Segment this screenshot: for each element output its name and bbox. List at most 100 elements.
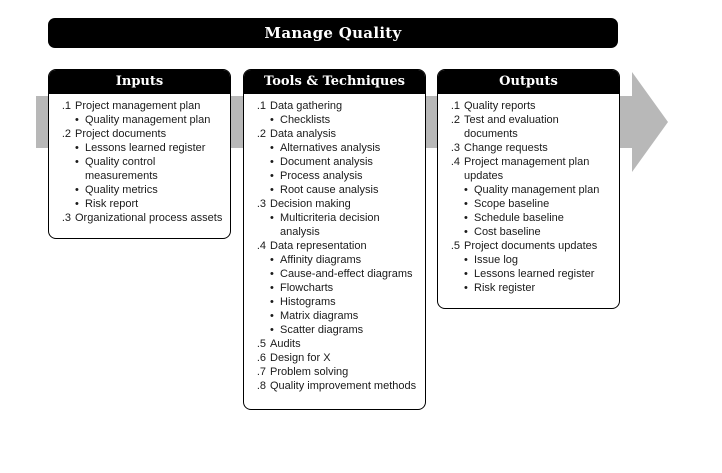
item-label: Quality improvement methods	[270, 380, 417, 392]
bullet-icon: •	[464, 198, 468, 210]
tools-subitem: • Alternatives analysis	[252, 141, 419, 155]
item-label: Project documents	[75, 128, 167, 140]
item-label: Data analysis	[270, 128, 337, 140]
outputs-heading: Outputs	[438, 70, 619, 94]
inputs-heading: Inputs	[49, 70, 230, 94]
outputs-item: .1 Quality reports	[446, 99, 613, 113]
bullet-icon: •	[270, 142, 274, 154]
tools-subitem: • Histograms	[252, 295, 419, 309]
outputs-panel: Outputs .1 Quality reports .2 Test and eval…	[437, 69, 620, 309]
outputs-subitem: • Schedule baseline	[446, 211, 613, 225]
subitem-label: Schedule baseline	[474, 212, 564, 224]
bullet-icon: •	[270, 114, 274, 126]
subitem-label: Alternatives analysis	[280, 142, 381, 154]
item-number: .4	[450, 156, 460, 168]
subitem-label: Risk register	[474, 282, 536, 294]
outputs-subitem: • Lessons learned register	[446, 267, 613, 281]
outputs-item: .2 Test and evaluation documents	[446, 113, 613, 141]
item-number: .3	[61, 212, 71, 224]
bullet-icon: •	[270, 310, 274, 322]
bullet-icon: •	[270, 268, 274, 280]
bullet-icon: •	[75, 184, 79, 196]
subitem-label: Quality management plan	[474, 184, 600, 196]
item-number: .6	[256, 352, 266, 364]
subitem-label: Risk report	[85, 198, 139, 210]
process-title: Manage Quality	[48, 18, 618, 48]
subitem-label: Scope baseline	[474, 198, 550, 210]
item-number: .5	[450, 240, 460, 252]
bullet-icon: •	[464, 184, 468, 196]
tools-item: .8 Quality improvement methods	[252, 379, 419, 393]
tools-subitem: • Multicriteria decision analysis	[252, 211, 419, 239]
subitem-label: Multicriteria decision analysis	[280, 212, 380, 238]
tools-subitem: • Checklists	[252, 113, 419, 127]
tools-subitem: • Cause-and-effect diagrams	[252, 267, 419, 281]
subitem-label: Histograms	[280, 296, 336, 308]
subitem-label: Checklists	[280, 114, 331, 126]
item-label: Audits	[270, 338, 301, 350]
item-label: Quality reports	[464, 100, 536, 112]
item-number: .3	[256, 198, 266, 210]
tools-list: .1 Data gathering • Checklists .2 Data analys…	[244, 94, 425, 397]
tools-subitem: • Flowcharts	[252, 281, 419, 295]
subitem-label: Quality control measurements	[85, 156, 158, 182]
inputs-subitem: • Quality management plan	[57, 113, 224, 127]
subitem-label: Matrix diagrams	[280, 310, 359, 322]
subitem-label: Flowcharts	[280, 282, 334, 294]
item-number: .2	[256, 128, 266, 140]
item-number: .1	[61, 100, 71, 112]
item-label: Test and evaluation documents	[464, 114, 559, 140]
item-number: .2	[450, 114, 460, 126]
outputs-subitem: • Issue log	[446, 253, 613, 267]
outputs-list: .1 Quality reports .2 Test and evaluation d…	[438, 94, 619, 299]
subitem-label: Process analysis	[280, 170, 363, 182]
subitem-label: Cause-and-effect diagrams	[280, 268, 413, 280]
item-label: Design for X	[270, 352, 331, 364]
inputs-subitem: • Lessons learned register	[57, 141, 224, 155]
inputs-item: .2 Project documents	[57, 127, 224, 141]
bullet-icon: •	[270, 170, 274, 182]
bullet-icon: •	[75, 156, 79, 168]
tools-subitem: • Affinity diagrams	[252, 253, 419, 267]
subitem-label: Scatter diagrams	[280, 324, 364, 336]
bullet-icon: •	[75, 114, 79, 126]
inputs-item: .3 Organizational process assets	[57, 211, 224, 225]
tools-panel: Tools & Techniques .1 Data gathering • Chec…	[243, 69, 426, 410]
item-label: Project management plan	[75, 100, 201, 112]
bullet-icon: •	[270, 254, 274, 266]
bullet-icon: •	[464, 212, 468, 224]
subitem-label: Quality metrics	[85, 184, 158, 196]
item-label: Project management plan updates	[464, 156, 590, 182]
tools-subitem: • Document analysis	[252, 155, 419, 169]
tools-item: .6 Design for X	[252, 351, 419, 365]
bullet-icon: •	[270, 324, 274, 336]
item-label: Problem solving	[270, 366, 349, 378]
outputs-subitem: • Cost baseline	[446, 225, 613, 239]
bullet-icon: •	[270, 212, 274, 224]
inputs-panel: Inputs .1 Project management plan • Quality…	[48, 69, 231, 239]
outputs-item: .4 Project management plan updates	[446, 155, 613, 183]
item-label: Organizational process assets	[75, 212, 223, 224]
bullet-icon: •	[270, 184, 274, 196]
tools-heading: Tools & Techniques	[244, 70, 425, 94]
tools-subitem: • Scatter diagrams	[252, 323, 419, 337]
subitem-label: Document analysis	[280, 156, 373, 168]
item-label: Change requests	[464, 142, 548, 154]
tools-item: .3 Decision making	[252, 197, 419, 211]
item-number: .8	[256, 380, 266, 392]
item-label: Project documents updates	[464, 240, 598, 252]
subitem-label: Issue log	[474, 254, 519, 266]
tools-item: .2 Data analysis	[252, 127, 419, 141]
subitem-label: Lessons learned register	[474, 268, 595, 280]
item-label: Data gathering	[270, 100, 343, 112]
tools-item: .1 Data gathering	[252, 99, 419, 113]
outputs-item: .3 Change requests	[446, 141, 613, 155]
outputs-subitem: • Quality management plan	[446, 183, 613, 197]
bullet-icon: •	[464, 282, 468, 294]
outputs-item: .5 Project documents updates	[446, 239, 613, 253]
bullet-icon: •	[464, 226, 468, 238]
item-label: Decision making	[270, 198, 351, 210]
tools-subitem: • Matrix diagrams	[252, 309, 419, 323]
tools-subitem: • Process analysis	[252, 169, 419, 183]
item-label: Data representation	[270, 240, 367, 252]
